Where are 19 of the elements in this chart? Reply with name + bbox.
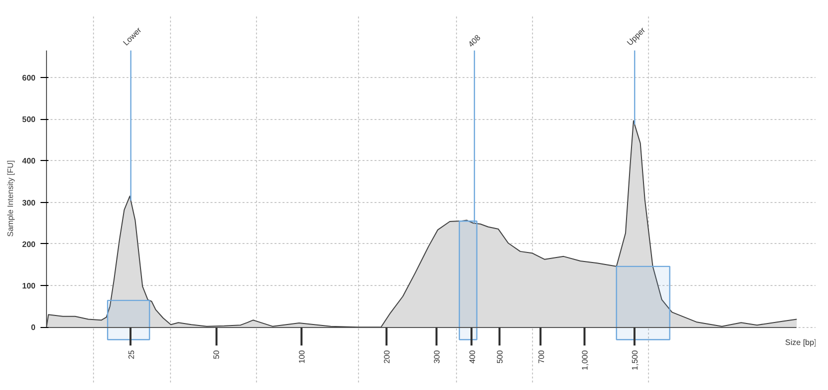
- x-tick-label: 50: [212, 350, 222, 360]
- x-tick-label: 1,000: [580, 350, 590, 370]
- y-tick-label: 600: [22, 74, 36, 83]
- y-tick-label: 200: [22, 240, 36, 249]
- y-tick-label: 100: [22, 282, 36, 291]
- x-tick-label: 25: [126, 350, 136, 360]
- x-tick-label: 200: [382, 350, 392, 364]
- x-tick-label: 700: [536, 350, 546, 364]
- x-tick-label: 1,500: [630, 350, 640, 370]
- x-tick-label: 300: [432, 350, 442, 364]
- y-axis-title: Sample Intensity [FU]: [6, 160, 16, 237]
- ref-line-label: 408: [466, 32, 483, 49]
- x-tick-label: 400: [468, 350, 477, 364]
- y-tick-label: 300: [22, 198, 36, 208]
- y-tick-label: 0: [31, 323, 36, 332]
- x-tick-label: 100: [297, 350, 306, 364]
- y-tick-label: 400: [22, 156, 36, 166]
- y-tick-label: 500: [22, 115, 36, 124]
- x-tick-label: 500: [495, 350, 504, 364]
